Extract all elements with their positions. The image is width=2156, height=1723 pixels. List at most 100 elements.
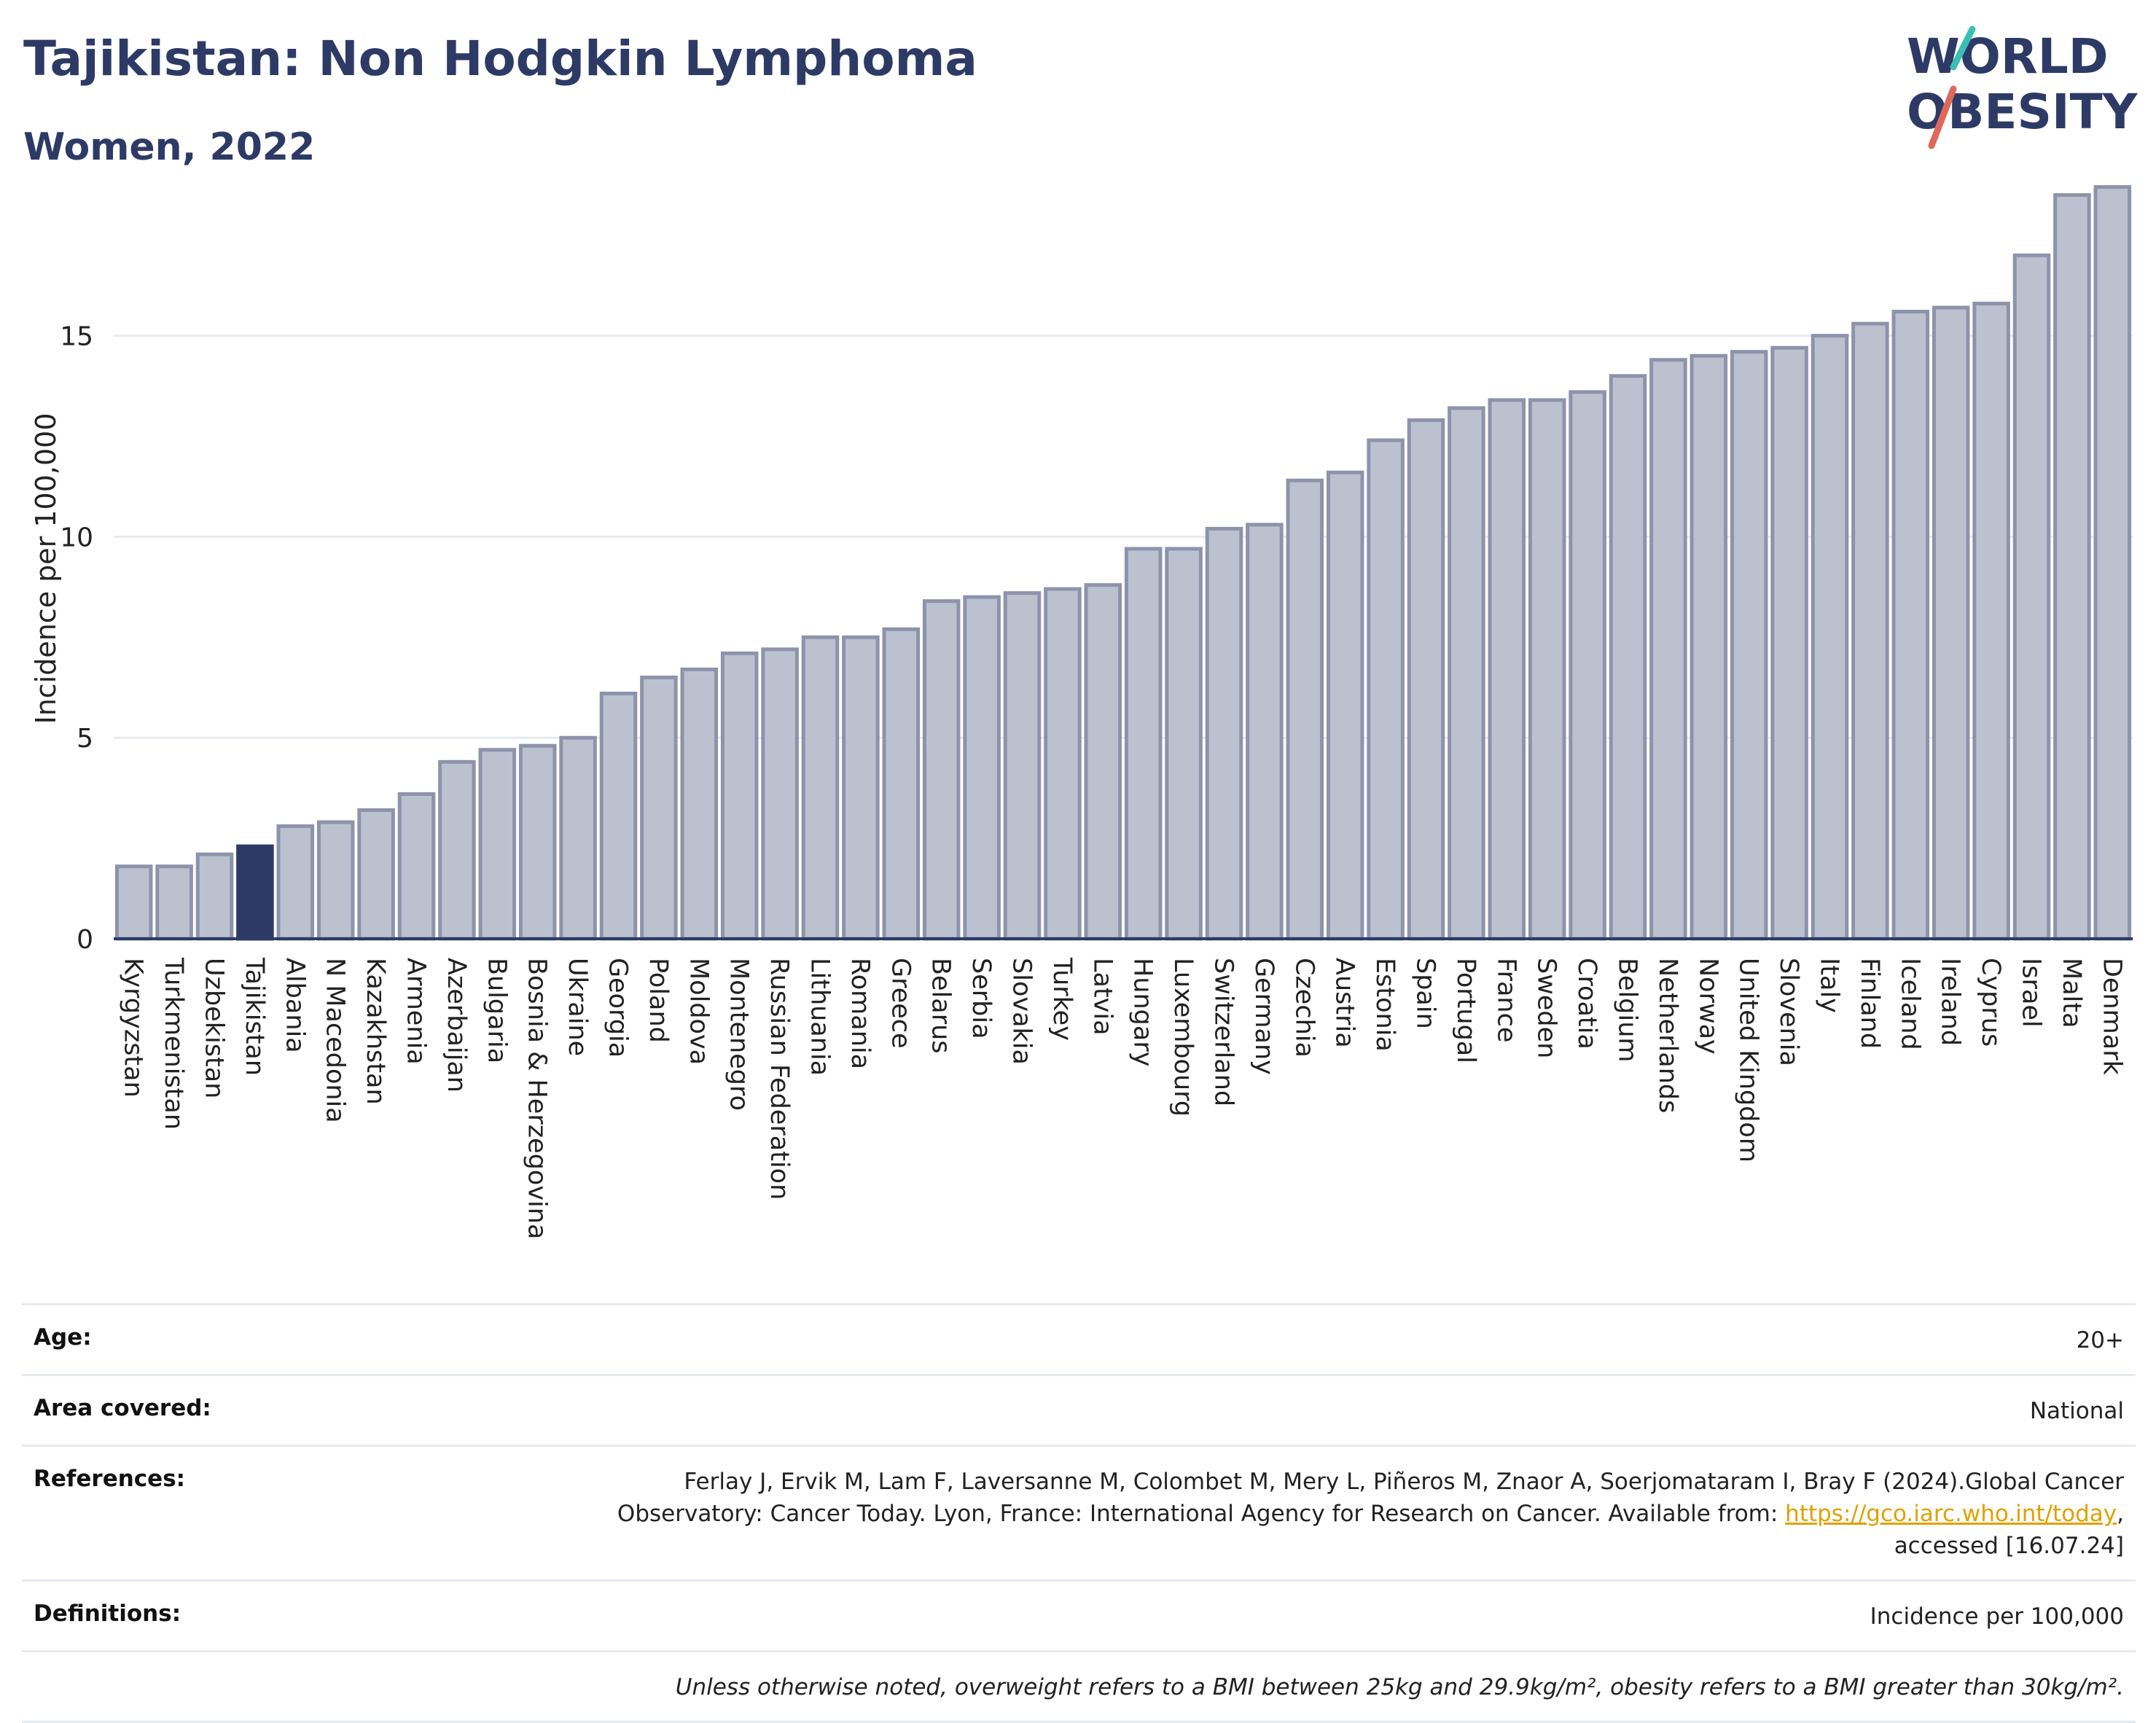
x-tick-label: Germany <box>1249 958 1278 1075</box>
x-tick-label: Russian Federation <box>765 958 794 1200</box>
bar-spain <box>1407 418 1445 941</box>
bar-azerbaijan <box>438 759 476 941</box>
age-value: 20+ <box>2076 1327 2124 1353</box>
references-line2-end: , <box>2117 1501 2124 1527</box>
x-tick-label: Azerbaijan <box>442 958 471 1093</box>
x-tick-label: Croatia <box>1572 958 1601 1050</box>
bar-chart: 0 5 10 15 Kyrgyzstan Turkmenistan Uzbekistan T… <box>30 185 2133 1239</box>
bar-slovakia <box>1003 591 1042 941</box>
x-tick-label: Turkey <box>1047 957 1077 1041</box>
x-tick-label: Georgia <box>604 958 633 1058</box>
info-row-age: Age: 20+ <box>22 1303 2136 1374</box>
chart-title: Tajikistan: Non Hodgkin Lymphoma <box>23 31 977 87</box>
bars <box>114 185 2132 941</box>
x-tick-label: Montenegro <box>724 958 754 1111</box>
bar-ireland <box>1932 305 1970 941</box>
x-tick-label: Uzbekistan <box>200 958 229 1098</box>
x-tick-label: Romania <box>845 958 875 1069</box>
area-value: National <box>2029 1398 2124 1424</box>
x-tick-label: Moldova <box>684 958 713 1065</box>
x-tick-label: Lithuania <box>805 958 835 1076</box>
bar-israel <box>2012 253 2051 941</box>
bar-malta <box>2053 193 2091 941</box>
x-tick-label: Greece <box>886 958 915 1049</box>
x-tick-label: Armenia <box>402 958 431 1065</box>
x-tick-label: Slovenia <box>1774 958 1803 1066</box>
x-tick-label: Bosnia & Herzegovina <box>523 958 552 1239</box>
x-tick-label: Finland <box>1855 958 1884 1049</box>
bar-germany <box>1246 523 1284 941</box>
bar-cyprus <box>1972 302 2010 941</box>
bar-austria <box>1326 470 1364 941</box>
x-tick-label: Hungary <box>1128 958 1157 1066</box>
bar-croatia <box>1569 390 1606 941</box>
x-tick-label: Bulgaria <box>482 958 511 1063</box>
y-tick-label: 15 <box>60 322 93 352</box>
x-tick-label: Turkmenistan <box>159 957 188 1130</box>
bar-bulgaria <box>478 748 517 941</box>
bar-georgia <box>599 692 638 941</box>
x-tick-label: Sweden <box>1532 958 1561 1058</box>
bar-finland <box>1851 321 1889 941</box>
bar-serbia <box>963 595 1001 941</box>
x-tick-label: Netherlands <box>1653 958 1682 1113</box>
bar-iceland <box>1891 310 1930 941</box>
x-tick-label: Serbia <box>966 958 996 1039</box>
logo-red-slash <box>1928 85 1957 149</box>
logo-teal-slash <box>1950 26 1976 71</box>
bar-denmark <box>2093 185 2132 941</box>
bar-united-kingdom <box>1730 350 1768 941</box>
logo-line1: WORLD <box>1907 28 2109 85</box>
x-tick-label: Italy <box>1815 958 1844 1013</box>
references-link[interactable]: https://gco.iarc.who.int/today <box>1785 1501 2117 1527</box>
bar-norway <box>1690 353 1728 941</box>
x-tick-label: Malta <box>2057 958 2086 1028</box>
info-row-definitions: Definitions: Incidence per 100,000 <box>22 1579 2136 1650</box>
bar-romania <box>842 635 880 941</box>
x-tick-label: Kazakhstan <box>361 958 390 1105</box>
x-tick-label: Estonia <box>1370 958 1399 1052</box>
age-label: Age: <box>34 1324 92 1351</box>
x-tick-label: Spain <box>1411 958 1440 1029</box>
info-row-note: Unless otherwise noted, overweight refer… <box>22 1650 2136 1723</box>
x-tick-label: France <box>1491 958 1520 1042</box>
references-line2: Observatory: Cancer Today. Lyon, France:… <box>617 1501 1786 1527</box>
y-axis-ticks: 0 5 10 15 <box>60 322 93 955</box>
bar-hungary <box>1124 547 1163 941</box>
bar-turkey <box>1044 587 1082 941</box>
references-label: References: <box>34 1466 186 1492</box>
bar-armenia <box>397 792 436 941</box>
x-tick-label: Belarus <box>926 958 956 1054</box>
x-tick-label: Slovakia <box>1007 958 1036 1065</box>
references-line3: accessed [16.07.24] <box>1894 1533 2124 1559</box>
x-tick-label: Cyprus <box>1976 958 2005 1047</box>
x-tick-label: Portugal <box>1451 958 1480 1063</box>
bar-kazakhstan <box>357 808 395 941</box>
x-tick-label: Ireland <box>1936 958 1965 1046</box>
world-obesity-logo: WORLD OBESITY <box>1907 26 2139 149</box>
bar-belgium <box>1609 374 1647 941</box>
bar-latvia <box>1084 583 1122 941</box>
definitions-label: Definitions: <box>34 1601 181 1627</box>
bar-ukraine <box>559 735 597 941</box>
references-line1: Ferlay J, Ervik M, Lam F, Laversanne M, … <box>684 1469 2124 1495</box>
bar-czechia <box>1286 478 1324 941</box>
chart-subtitle: Women, 2022 <box>23 125 316 169</box>
bar-russian-federation <box>761 647 799 941</box>
bar-albania <box>276 824 315 941</box>
definitions-value: Incidence per 100,000 <box>1870 1603 2124 1630</box>
bar-lithuania <box>801 635 840 941</box>
info-row-references: References: Ferlay J, Ervik M, Lam F, La… <box>22 1445 2136 1579</box>
bar-switzerland <box>1205 526 1243 941</box>
bar-kyrgyzstan <box>114 864 153 941</box>
info-row-area: Area covered: National <box>22 1374 2136 1445</box>
bar-moldova <box>680 667 719 941</box>
x-tick-label: Iceland <box>1895 958 1924 1050</box>
x-tick-label: Israel <box>2017 958 2046 1028</box>
bar-netherlands <box>1649 358 1687 941</box>
bmi-note: Unless otherwise noted, overweight refer… <box>675 1674 2124 1700</box>
x-tick-label: Tajikistan <box>240 957 269 1076</box>
references-value: Ferlay J, Ervik M, Lam F, Laversanne M, … <box>617 1466 2124 1562</box>
info-table: Age: 20+ Area covered: National Referenc… <box>22 1303 2136 1723</box>
bar-greece <box>882 627 921 941</box>
